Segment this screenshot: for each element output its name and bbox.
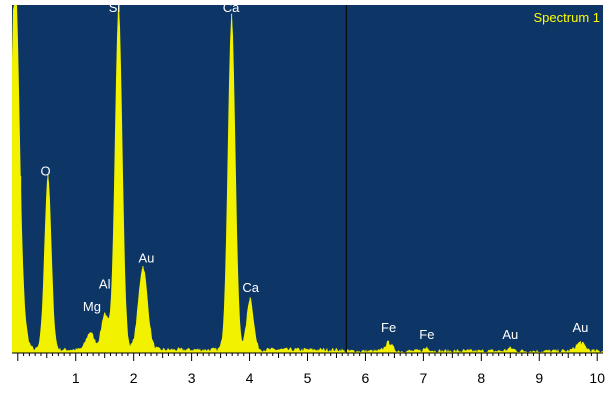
peak-label-fe: Fe — [419, 327, 434, 342]
peak-label-fe: Fe — [381, 320, 396, 335]
x-tick-label: 7 — [419, 370, 427, 386]
x-tick-label: 8 — [477, 370, 485, 386]
x-tick-label: 10 — [589, 370, 605, 386]
x-tick-label: 6 — [362, 370, 370, 386]
x-tick-label: 4 — [246, 370, 254, 386]
x-tick-label: 2 — [130, 370, 138, 386]
peak-label-mg: Mg — [83, 299, 101, 314]
x-tick-label: 9 — [535, 370, 543, 386]
peak-label-au: Au — [572, 320, 588, 335]
x-tick-label: 5 — [304, 370, 312, 386]
peak-label-ca: Ca — [242, 280, 259, 295]
peak-label-au: Au — [502, 327, 518, 342]
peak-label-si: Si — [109, 0, 121, 15]
peak-label-ca: Ca — [223, 0, 240, 15]
x-tick-label: 1 — [72, 370, 80, 386]
spectrum-title: Spectrum 1 — [534, 10, 600, 25]
plot-background — [12, 5, 603, 353]
peak-label-o: O — [41, 164, 51, 179]
x-tick-label: 3 — [188, 370, 196, 386]
peak-label-au: Au — [138, 251, 154, 266]
peak-label-al: Al — [99, 277, 111, 292]
